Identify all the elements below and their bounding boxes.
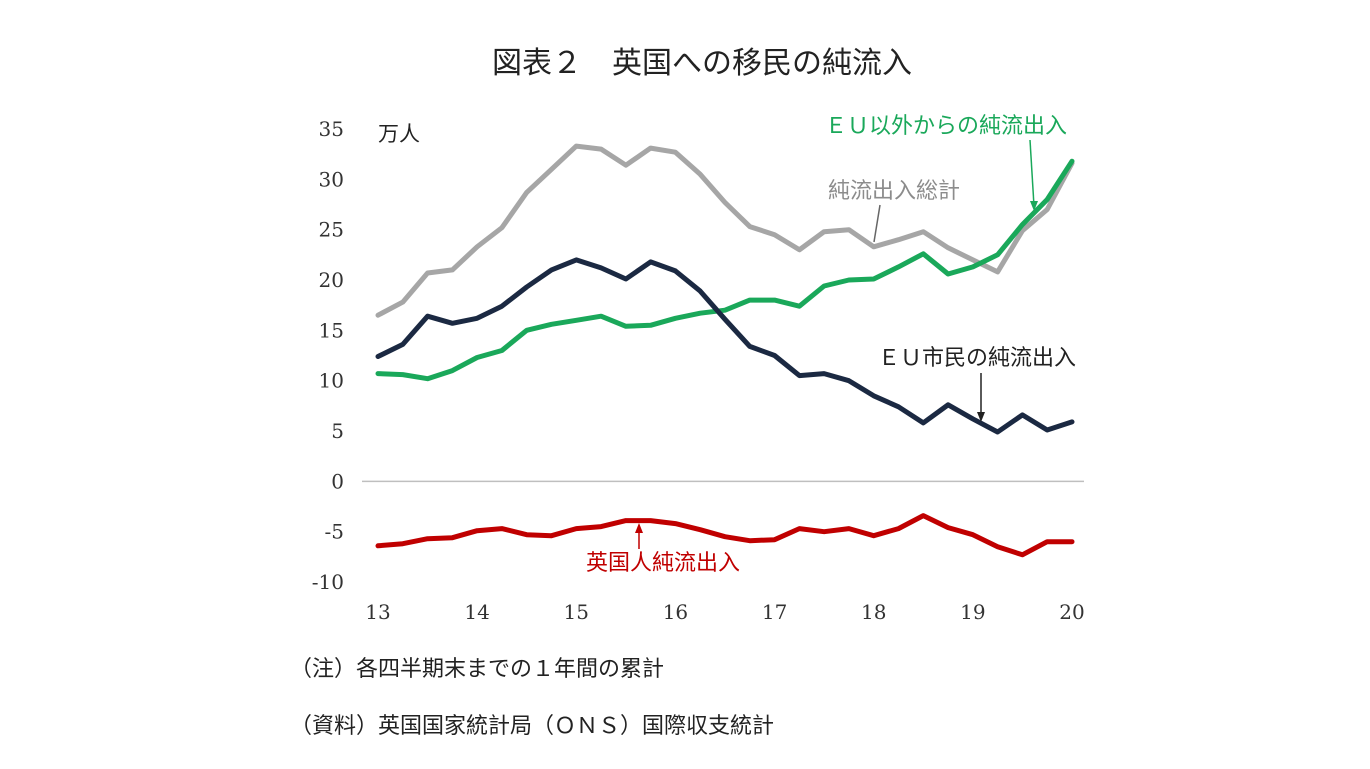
y-tick-label: 20 xyxy=(319,268,344,292)
y-tick-label: 5 xyxy=(331,419,344,443)
series-lines xyxy=(375,143,1075,558)
y-unit-label: 万人 xyxy=(378,122,420,146)
annotation-total-arrow xyxy=(873,204,881,243)
y-tick-label: 0 xyxy=(331,469,344,493)
x-axis-ticks: 13 14 15 16 17 18 19 20 xyxy=(365,600,1084,624)
y-tick-label: -10 xyxy=(312,570,344,594)
series-line-0 xyxy=(375,143,1075,318)
x-tick-label: 15 xyxy=(564,600,589,624)
y-tick-label: 30 xyxy=(319,167,344,191)
y-axis-ticks: 35 30 25 20 15 10 5 0 -5 -10 xyxy=(312,117,344,594)
x-tick-label: 18 xyxy=(861,600,886,624)
line-chart: 図表２ 英国への移民の純流入 万人 35 30 25 20 15 10 5 0 -5 -10 13… xyxy=(312,46,1085,624)
annotation-non-eu-arrowhead xyxy=(1030,201,1038,211)
y-tick-label: 15 xyxy=(319,318,344,342)
series-line-2 xyxy=(375,257,1075,435)
series-line-1 xyxy=(375,158,1075,382)
annotation-total: 純流出入総計 xyxy=(828,179,960,204)
x-tick-label: 14 xyxy=(464,600,489,624)
y-tick-label: 10 xyxy=(319,369,344,393)
annotation-eu: ＥＵ市民の純流出入 xyxy=(878,346,1076,371)
x-tick-label: 19 xyxy=(960,600,985,624)
x-tick-label: 17 xyxy=(762,600,787,624)
y-tick-label: -5 xyxy=(325,520,344,544)
annotation-uk-arrowhead xyxy=(635,523,643,533)
series-line-3 xyxy=(375,513,1075,558)
annotation-non-eu-arrow xyxy=(1029,139,1035,207)
annotation-uk: 英国人純流出入 xyxy=(586,551,740,576)
y-tick-label: 35 xyxy=(319,117,344,141)
x-tick-label: 13 xyxy=(365,600,390,624)
chart-title: 図表２ 英国への移民の純流入 xyxy=(492,46,912,81)
x-tick-label: 16 xyxy=(663,600,688,624)
annotation-non-eu: ＥＵ以外からの純流出入 xyxy=(825,114,1067,139)
source-note: （資料）英国国家統計局（ＯＮＳ）国際収支統計 xyxy=(290,714,775,739)
footnote: （注）各四半期末までの１年間の累計 xyxy=(290,657,665,682)
y-tick-label: 25 xyxy=(319,218,344,242)
annotation-eu-arrowhead xyxy=(977,412,985,422)
x-tick-label: 20 xyxy=(1059,600,1084,624)
